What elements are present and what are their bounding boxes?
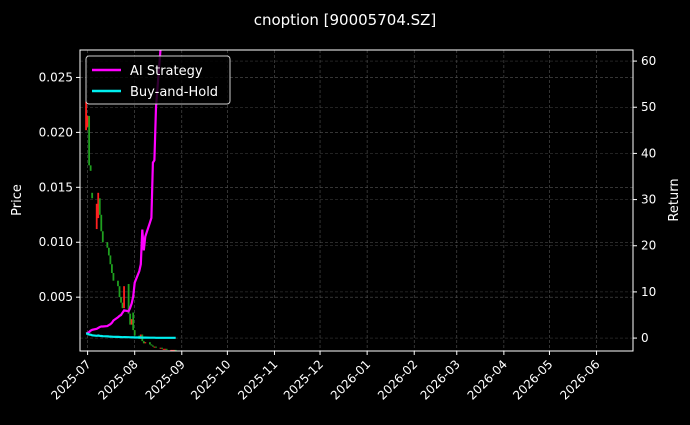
- buyhold-line: [85, 332, 176, 339]
- candle: [100, 214, 103, 232]
- candle: [171, 349, 174, 351]
- legend-box: [85, 55, 231, 105]
- candle: [120, 297, 122, 303]
- candle: [174, 349, 177, 351]
- y-tick-label-right: 30: [641, 193, 656, 207]
- candle: [155, 346, 157, 348]
- y-tick-label-right: 0: [641, 331, 649, 345]
- candle: [97, 192, 100, 219]
- candle: [150, 344, 153, 346]
- candle: [162, 348, 165, 350]
- series-lines: [85, 50, 176, 339]
- candle: [148, 342, 151, 345]
- candle: [107, 247, 110, 256]
- candle: [165, 348, 168, 350]
- chart-title: cnoption [90005704.SZ]: [254, 11, 437, 29]
- y-tick-label-left: 0.020: [39, 125, 73, 139]
- y-axis-left: 0.005 0.010 0.015 0.020 0.025: [39, 70, 80, 304]
- candle: [117, 280, 119, 287]
- y-tick-label-left: 0.015: [39, 180, 73, 194]
- y-tick-label-left: 0.005: [39, 290, 73, 304]
- candle: [161, 347, 163, 349]
- candle: [88, 115, 91, 166]
- candle: [98, 198, 101, 215]
- plot-frame: [79, 49, 634, 352]
- y-tick-label-right: 50: [641, 100, 656, 114]
- candle: [129, 313, 132, 325]
- legend: AI Strategy Buy-and-Hold: [85, 55, 231, 105]
- candle: [118, 286, 121, 298]
- candles: [85, 101, 177, 351]
- candle: [144, 342, 147, 344]
- y-tick-label-left: 0.025: [39, 70, 73, 84]
- y-tick-label-left: 0.010: [39, 235, 73, 249]
- candle: [89, 165, 92, 171]
- candle: [95, 203, 98, 230]
- candle: [111, 264, 113, 274]
- y-axis-right-label: Return: [667, 178, 682, 221]
- y-axis-left-label: Price: [10, 184, 25, 216]
- candle: [121, 302, 124, 309]
- candle: [142, 341, 145, 344]
- candle: [85, 101, 87, 131]
- legend-label-strategy: AI Strategy: [130, 64, 203, 79]
- y-tick-label-right: 40: [641, 146, 656, 160]
- strategy-line: [85, 50, 162, 335]
- candle: [132, 312, 135, 331]
- y-tick-label-right: 10: [641, 285, 656, 299]
- candle: [170, 349, 173, 351]
- candle: [86, 115, 89, 127]
- candle: [123, 286, 125, 309]
- candle: [130, 319, 133, 325]
- candle: [152, 345, 154, 347]
- y-axis-right: 0 10 20 30 40 50 60: [633, 54, 656, 345]
- candle: [112, 273, 115, 281]
- candle: [101, 231, 104, 243]
- candle: [153, 346, 156, 348]
- y-tick-label-right: 20: [641, 239, 656, 253]
- candle: [106, 242, 109, 248]
- candle: [164, 348, 166, 350]
- candle: [91, 192, 94, 199]
- candle: [133, 330, 136, 336]
- legend-label-buyhold: Buy-and-Hold: [130, 85, 218, 100]
- y-tick-label-right: 60: [641, 54, 656, 68]
- candle: [109, 255, 112, 265]
- candle: [159, 347, 162, 349]
- candle: [127, 283, 130, 314]
- candle: [173, 349, 176, 351]
